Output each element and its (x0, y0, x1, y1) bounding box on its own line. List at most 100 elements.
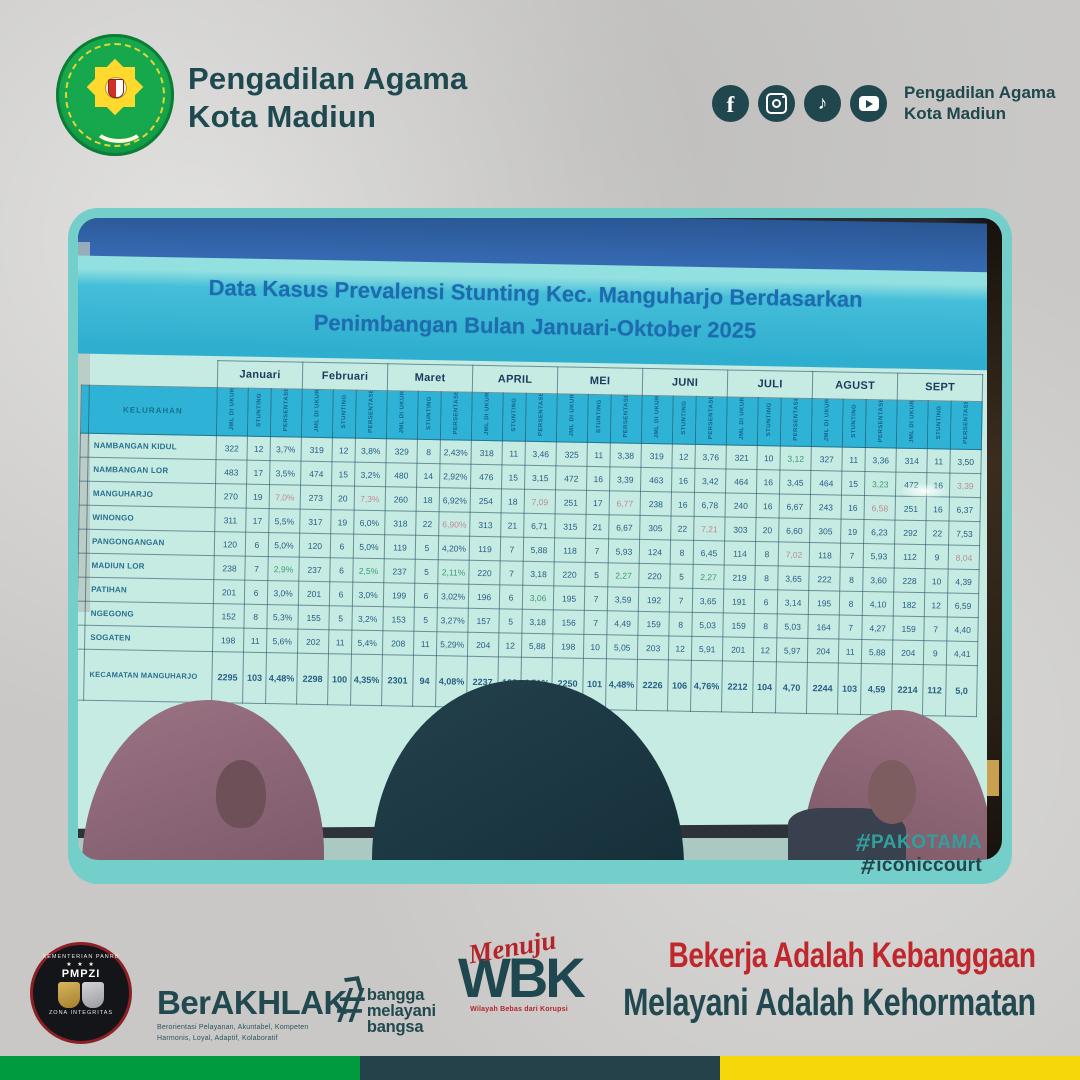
table-cell: 3,45 (779, 469, 812, 495)
total-cell: 4,59 (860, 663, 893, 716)
table-cell: 10 (583, 634, 607, 659)
table-cell: 11 (587, 442, 611, 467)
table-cell: 7 (585, 538, 609, 563)
table-cell: 5 (584, 562, 609, 587)
table-cell: 3,59 (607, 586, 639, 612)
table-cell: 8 (668, 611, 693, 637)
wall-fixture (987, 760, 999, 796)
table-cell: 3,50 (950, 449, 982, 474)
total-cell: 2214 (891, 664, 924, 716)
table-cell: 12 (331, 437, 356, 463)
table-cell: 11 (838, 639, 862, 664)
table-cell: 7 (584, 586, 608, 611)
month-header: JUNI (642, 368, 728, 397)
sub-header: STUNTING (247, 388, 272, 437)
logo-shield-icon (108, 79, 124, 98)
table-cell: 5 (414, 559, 439, 584)
table-cell: 156 (552, 609, 585, 635)
sub-header: JML DI UKUR (811, 398, 844, 448)
table-cell: 21 (500, 512, 525, 538)
table-cell: 5,93 (863, 543, 895, 569)
table-cell: 5,03 (776, 613, 809, 639)
table-cell: 8 (753, 613, 778, 638)
table-cell: 273 (300, 485, 332, 510)
month-header: JULI (727, 369, 813, 399)
audience-person-right (788, 710, 994, 860)
table-cell: 219 (723, 564, 756, 590)
table-cell: 198 (552, 633, 584, 659)
table-cell: 254 (470, 488, 502, 513)
table-cell: 2,27 (692, 564, 725, 589)
table-cell: 8,04 (948, 545, 980, 570)
table-cell: 204 (467, 632, 499, 657)
facebook-icon: f (712, 85, 749, 123)
table-cell: 6,92% (439, 487, 471, 513)
sub-header: JML DI UKUR (556, 393, 589, 443)
total-cell: 4,35% (350, 654, 383, 706)
table-cell: 6,60 (778, 517, 811, 543)
table-cell: 16 (756, 493, 780, 518)
table-cell: 3,0% (267, 580, 299, 606)
table-cell: 7,09 (524, 489, 556, 514)
table-cell: 7,0% (269, 484, 301, 510)
table-cell: 3,27% (436, 607, 469, 633)
table-cell: 5 (413, 607, 438, 632)
table-cell: 238 (640, 491, 672, 516)
stunting-table: Januari Februari Maret APRIL MEI JUNI JULI AGUS… (78, 358, 983, 717)
total-cell: 2244 (806, 662, 839, 715)
table-cell: 11 (927, 448, 951, 474)
table-cell: 120 (214, 531, 246, 557)
table-cell: 16 (926, 496, 950, 522)
instagram-icon (758, 85, 795, 123)
table-cell: 6 (414, 583, 438, 608)
sub-header: PERSENTASE (780, 397, 813, 447)
total-cell: 103 (242, 652, 267, 704)
table-cell: 201 (298, 581, 330, 606)
total-cell: 4,76% (690, 660, 723, 712)
kelurahan-cell: WINONGO (86, 505, 216, 532)
wall-right-strip (987, 218, 1002, 860)
hash-icon: # (859, 852, 878, 880)
table-cell: 22 (415, 511, 440, 536)
total-cell: 2301 (381, 654, 414, 707)
page-title: Pengadilan Agama Kota Madiun (188, 60, 467, 137)
tiktok-icon: ♪ (804, 85, 841, 123)
table-cell: 118 (809, 542, 841, 568)
table-cell: 7 (583, 610, 608, 635)
table-cell: 15 (841, 471, 866, 496)
table-cell: 6 (329, 581, 353, 607)
table-cell: 4,20% (438, 535, 470, 561)
table-cell: 317 (299, 509, 332, 534)
sub-header: PERSENTASE (865, 399, 898, 449)
table-cell: 3,60 (862, 567, 895, 593)
table-cell: 12 (498, 632, 522, 658)
table-cell: 6 (754, 589, 778, 614)
table-cell: 159 (722, 612, 755, 638)
table-cell: 120 (299, 533, 331, 558)
table-cell: 6 (329, 557, 354, 583)
table-cell: 196 (468, 584, 500, 609)
table-cell: 6,58 (864, 495, 896, 521)
table-cell: 3,06 (522, 585, 554, 610)
presentation-photo: Data Kasus Prevalensi Stunting Kec. Mang… (78, 218, 1002, 860)
table-cell: 12 (753, 637, 777, 662)
table-cell: 4,27 (861, 615, 894, 641)
total-cell: 2226 (636, 659, 669, 711)
table-cell: 15 (331, 461, 355, 487)
kelurahan-cell: MADIUN LOR (85, 553, 215, 580)
table-cell: 9 (923, 640, 947, 666)
table-cell: 325 (556, 441, 588, 467)
table-cell: 260 (385, 486, 417, 512)
table-cell: 6,23 (863, 519, 896, 545)
table-cell: 157 (467, 608, 500, 633)
table-cell: 3,39 (949, 473, 982, 498)
logo-ring (65, 43, 165, 147)
table-cell: 114 (724, 540, 756, 566)
table-cell: 203 (637, 635, 669, 660)
table-cell: 5,91 (691, 636, 723, 661)
table-cell: 3,14 (777, 589, 809, 615)
table-cell: 3,18 (522, 561, 555, 586)
month-header: APRIL (472, 365, 558, 394)
table-cell: 12 (247, 436, 271, 461)
table-cell: 303 (724, 516, 757, 542)
